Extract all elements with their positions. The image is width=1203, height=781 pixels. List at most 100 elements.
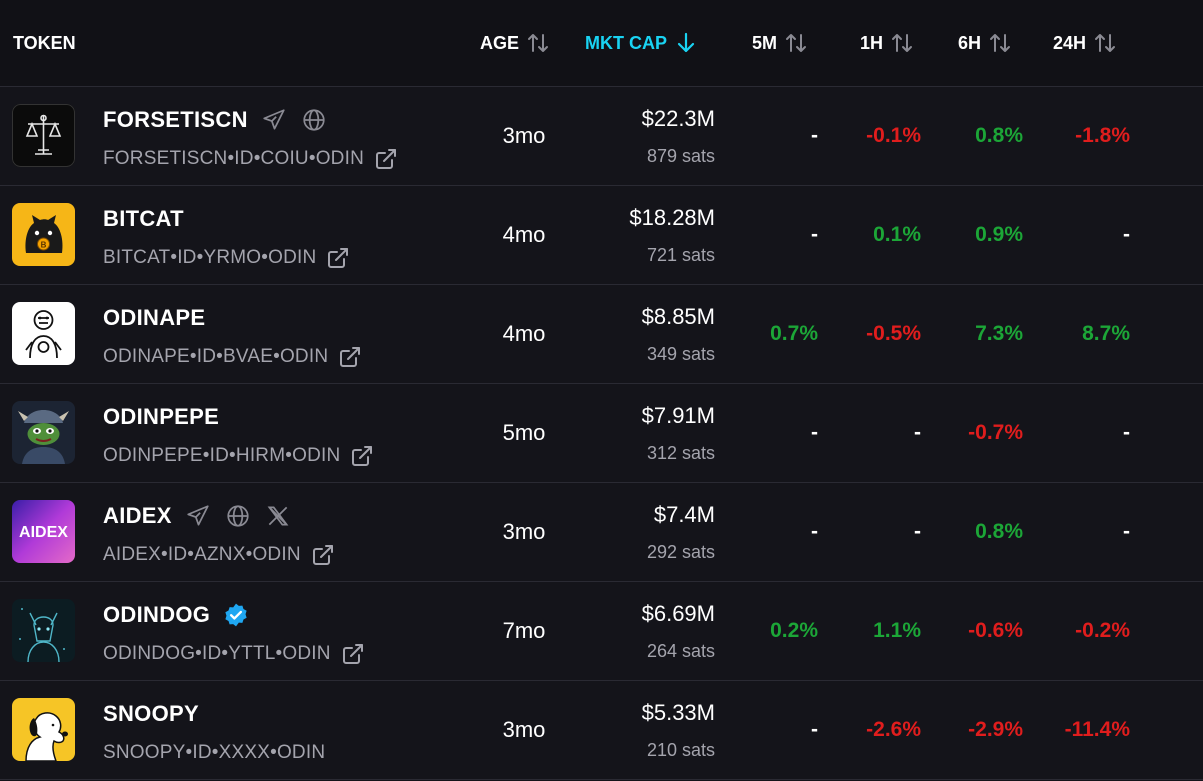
table-row[interactable]: AIDEX AIDEX AIDEX•ID•AZNX•ODIN 3mo $7.4M… <box>0 483 1203 582</box>
token-name-line: ODINPEPE <box>103 402 219 432</box>
market-cap-value: $18.28M <box>629 205 715 230</box>
sort-updown-icon <box>783 31 809 55</box>
aidex-logo-text: AIDEX <box>19 524 68 541</box>
price-sats: 879 sats <box>646 146 715 166</box>
globe-icon[interactable] <box>300 106 328 134</box>
telegram-icon[interactable] <box>184 502 212 530</box>
table-row[interactable]: B BITCAT BITCAT•ID•YRMO•ODIN 4mo $18.28M… <box>0 186 1203 285</box>
change-24h: -11.4% <box>1064 718 1130 741</box>
change-5m: - <box>811 718 818 741</box>
col-1h-label: 1H <box>860 32 884 53</box>
table-row[interactable]: ODINAPE ODINAPE•ID•BVAE•ODIN 4mo $8.85M … <box>0 285 1203 384</box>
token-name[interactable]: FORSETISCN <box>103 107 248 132</box>
price-sats: 349 sats <box>646 344 715 364</box>
change-24h: -1.8% <box>1075 124 1130 147</box>
change-6h: 0.9% <box>975 223 1023 246</box>
market-cap-value: $6.69M <box>641 601 715 626</box>
external-link-icon[interactable] <box>309 541 337 569</box>
change-24h: - <box>1123 520 1130 543</box>
external-link-icon[interactable] <box>324 244 352 272</box>
change-24h: -0.2% <box>1075 619 1130 642</box>
token-id: SNOOPY•ID•XXXX•ODIN <box>103 742 326 763</box>
token-id: AIDEX•ID•AZNX•ODIN <box>103 544 301 565</box>
change-6h: 0.8% <box>975 520 1023 543</box>
token-name[interactable]: SNOOPY <box>103 701 199 726</box>
external-link-icon[interactable] <box>336 343 364 371</box>
table-row[interactable]: FORSETISCN FORSETISCN•ID•COIU•ODIN 3mo $… <box>0 87 1203 186</box>
change-6h: -0.7% <box>968 421 1023 444</box>
col-1h[interactable]: 1H <box>860 0 915 86</box>
table-row[interactable]: ODINPEPE ODINPEPE•ID•HIRM•ODIN 5mo $7.91… <box>0 384 1203 483</box>
token-name[interactable]: ODINAPE <box>103 305 206 330</box>
change-1h: -0.1% <box>866 124 921 147</box>
change-6h: 0.8% <box>975 124 1023 147</box>
token-logo-bitcat: B <box>12 203 75 266</box>
external-link-icon[interactable] <box>372 145 400 173</box>
token-name-line: FORSETISCN <box>103 105 328 135</box>
price-sats: 264 sats <box>646 641 715 661</box>
market-cap-value: $7.4M <box>653 502 715 527</box>
token-age: 7mo <box>502 618 546 643</box>
col-6h-label: 6H <box>958 32 982 53</box>
token-id: ODINDOG•ID•YTTL•ODIN <box>103 643 331 664</box>
external-link-icon[interactable] <box>348 442 376 470</box>
telegram-icon[interactable] <box>260 106 288 134</box>
sort-updown-icon <box>525 31 551 55</box>
token-logo-scales <box>12 104 75 167</box>
col-mkt-cap[interactable]: MKT CAP <box>585 0 699 86</box>
token-name[interactable]: ODINPEPE <box>103 404 220 429</box>
x-icon[interactable] <box>264 502 292 530</box>
token-name[interactable]: AIDEX <box>103 503 172 528</box>
token-name-line: AIDEX <box>103 501 292 531</box>
token-id-line: ODINDOG•ID•YTTL•ODIN <box>103 641 367 667</box>
col-24h-label: 24H <box>1053 32 1087 53</box>
globe-icon[interactable] <box>224 502 252 530</box>
external-link-icon[interactable] <box>339 640 367 668</box>
change-6h: -0.6% <box>968 619 1023 642</box>
token-id: ODINPEPE•ID•HIRM•ODIN <box>103 445 341 466</box>
token-name[interactable]: BITCAT <box>103 206 184 231</box>
market-cap: $6.69M 264 sats <box>642 600 715 664</box>
token-name-line: ODINAPE <box>103 303 205 333</box>
token-id-line: ODINPEPE•ID•HIRM•ODIN <box>103 443 376 469</box>
token-age: 4mo <box>502 321 546 346</box>
token-id: BITCAT•ID•YRMO•ODIN <box>103 247 317 268</box>
market-cap-value: $7.91M <box>641 403 715 428</box>
table-row[interactable]: SNOOPY SNOOPY•ID•XXXX•ODIN 3mo $5.33M 21… <box>0 681 1203 780</box>
token-name-line: ODINDOG <box>103 600 250 630</box>
token-id: FORSETISCN•ID•COIU•ODIN <box>103 148 365 169</box>
change-24h: 8.7% <box>1082 322 1130 345</box>
sort-updown-icon <box>889 31 915 55</box>
token-age: 5mo <box>502 420 546 445</box>
col-token: TOKEN <box>13 0 76 86</box>
sort-down-arrow-icon <box>673 31 699 55</box>
market-cap-value: $5.33M <box>641 700 715 725</box>
market-cap: $22.3M 879 sats <box>642 105 715 169</box>
change-6h: -2.9% <box>968 718 1023 741</box>
col-5m[interactable]: 5M <box>752 0 809 86</box>
token-logo-ape <box>12 302 75 365</box>
col-age[interactable]: AGE <box>480 0 551 86</box>
market-cap: $18.28M 721 sats <box>629 204 715 268</box>
market-cap: $8.85M 349 sats <box>642 303 715 367</box>
token-id-line: SNOOPY•ID•XXXX•ODIN <box>103 740 325 766</box>
change-1h: - <box>914 520 921 543</box>
table-row[interactable]: ODINDOG ODINDOG•ID•YTTL•ODIN 7mo $6.69M … <box>0 582 1203 681</box>
token-logo-wolf <box>12 599 75 662</box>
col-24h[interactable]: 24H <box>1053 0 1118 86</box>
market-cap: $5.33M 210 sats <box>642 699 715 763</box>
price-sats: 292 sats <box>646 542 715 562</box>
token-name[interactable]: ODINDOG <box>103 602 211 627</box>
token-name-line: BITCAT <box>103 204 184 234</box>
change-24h: - <box>1123 223 1130 246</box>
market-cap: $7.91M 312 sats <box>642 402 715 466</box>
change-5m: - <box>811 520 818 543</box>
change-5m: - <box>811 421 818 444</box>
col-5m-label: 5M <box>752 32 778 53</box>
token-logo-viking-pepe <box>12 401 75 464</box>
change-5m: 0.2% <box>770 619 818 642</box>
token-id: ODINAPE•ID•BVAE•ODIN <box>103 346 329 367</box>
token-logo-aidex: AIDEX <box>12 500 75 563</box>
col-6h[interactable]: 6H <box>958 0 1013 86</box>
